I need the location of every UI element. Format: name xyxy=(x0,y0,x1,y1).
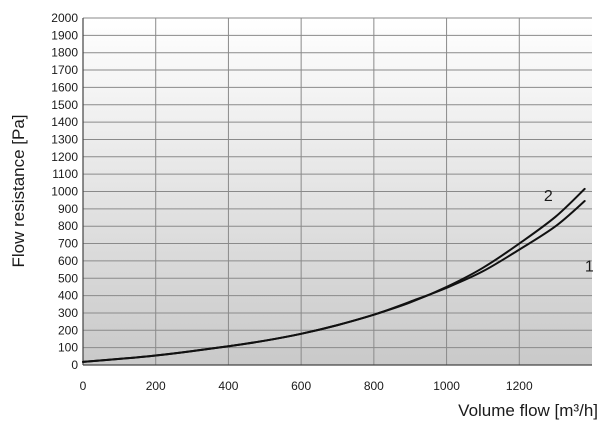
y-tick-label: 1700 xyxy=(51,63,78,77)
y-tick-label: 0 xyxy=(71,358,78,372)
y-tick-label: 100 xyxy=(58,341,78,355)
y-tick-label: 1600 xyxy=(51,80,78,94)
series-label-2: 2 xyxy=(544,188,553,205)
tick-labels: 0 100 200 300 400 500 600 700 800 900 1000 1100 1200… xyxy=(51,11,533,393)
y-tick-label: 2000 xyxy=(51,11,78,25)
x-axis-title: Volume flow [m³/h] xyxy=(458,401,598,420)
series-lines xyxy=(82,187,586,363)
y-tick-label: 800 xyxy=(58,219,78,233)
y-axis-title: Flow resistance [Pa] xyxy=(9,114,28,267)
series-line-2 xyxy=(82,187,586,363)
y-tick-label: 600 xyxy=(58,254,78,268)
x-tick-label: 1000 xyxy=(433,379,460,393)
y-tick-label: 200 xyxy=(58,323,78,337)
y-tick-label: 500 xyxy=(58,271,78,285)
x-tick-label: 0 xyxy=(80,379,87,393)
y-tick-label: 1500 xyxy=(51,98,78,112)
y-tick-label: 900 xyxy=(58,202,78,216)
x-tick-label: 400 xyxy=(218,379,238,393)
y-tick-label: 1000 xyxy=(51,185,78,199)
series-labels: 12 xyxy=(544,188,594,276)
y-tick-label: 400 xyxy=(58,289,78,303)
x-tick-label: 600 xyxy=(291,379,311,393)
axes xyxy=(82,18,592,366)
y-tick-label: 1900 xyxy=(51,28,78,42)
x-tick-label: 800 xyxy=(364,379,384,393)
y-tick-label: 700 xyxy=(58,237,78,251)
y-tick-label: 1100 xyxy=(52,167,78,181)
y-tick-label: 1200 xyxy=(51,150,78,164)
y-tick-label: 1300 xyxy=(51,132,78,146)
y-tick-label: 1400 xyxy=(51,115,78,129)
y-tick-label: 1800 xyxy=(51,46,78,60)
x-tick-label: 1200 xyxy=(506,379,533,393)
series-label-1: 1 xyxy=(585,259,594,276)
grid xyxy=(82,17,592,366)
y-tick-label: 300 xyxy=(58,306,78,320)
x-tick-label: 200 xyxy=(146,379,166,393)
